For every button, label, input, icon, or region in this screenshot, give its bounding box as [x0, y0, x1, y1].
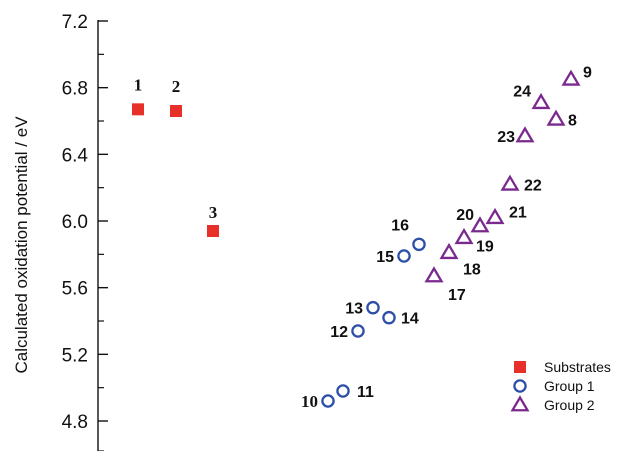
- legend-entry-1: Substrates: [544, 359, 611, 375]
- data-point-12: [351, 324, 365, 338]
- legend-entry-2: Group 1: [544, 378, 595, 394]
- point-label-20: 20: [456, 207, 474, 224]
- legend-marker-3: [510, 395, 530, 412]
- y-axis-ticks: 4.8 5.2 5.6 6.0 6.4 6.8 7.2: [62, 12, 108, 451]
- legend-marker-2: [513, 379, 527, 393]
- point-label-24: 24: [513, 84, 531, 101]
- legend-entry-3: Group 2: [544, 397, 595, 413]
- data-point-19: [454, 227, 474, 245]
- data-point-9: [561, 69, 581, 86]
- point-label-1: 1: [134, 75, 143, 94]
- data-point-21: [485, 207, 505, 225]
- data-point-17: [424, 266, 444, 283]
- legend-marker-1: [514, 361, 526, 373]
- point-label-15: 15: [376, 249, 394, 266]
- point-label-14: 14: [401, 311, 419, 328]
- data-point-15: [397, 249, 411, 263]
- legend: Substrates Group 1 Group 2: [510, 359, 611, 413]
- point-label-13: 13: [345, 301, 363, 318]
- data-point-2: [170, 105, 182, 117]
- point-label-2: 2: [172, 77, 181, 96]
- data-point-20: [470, 216, 490, 233]
- point-label-11: 11: [357, 384, 374, 401]
- point-label-3: 3: [209, 203, 218, 222]
- point-label-9: 9: [583, 64, 592, 81]
- data-point-14: [382, 310, 396, 325]
- data-point-23: [515, 126, 535, 143]
- point-label-22: 22: [524, 177, 542, 194]
- point-label-21: 21: [509, 205, 527, 222]
- point-label-12: 12: [330, 324, 348, 341]
- data-point-3: [207, 225, 219, 237]
- point-label-19: 19: [476, 239, 494, 256]
- data-points: [132, 69, 581, 408]
- point-label-10: 10: [301, 392, 318, 411]
- data-point-22: [500, 174, 520, 191]
- data-point-13: [366, 300, 380, 315]
- y-axis-title: Calculated oxidation potential / eV: [12, 116, 31, 374]
- y-tick-label: 6.8: [62, 79, 88, 100]
- point-label-16: 16: [391, 217, 409, 234]
- point-label-17: 17: [448, 287, 466, 304]
- point-label-8: 8: [568, 112, 577, 129]
- data-point-8: [546, 109, 566, 126]
- data-point-18: [439, 242, 459, 260]
- data-point-11: [336, 384, 350, 398]
- y-tick-label: 6.4: [62, 145, 89, 166]
- point-label-23: 23: [497, 129, 515, 146]
- y-tick-label: 5.6: [62, 279, 88, 300]
- y-tick-label: 6.0: [62, 212, 88, 233]
- data-point-1: [132, 103, 144, 116]
- data-point-10: [321, 394, 335, 408]
- point-label-18: 18: [463, 262, 481, 279]
- data-point-24: [531, 92, 551, 110]
- y-tick-label: 7.2: [62, 12, 88, 33]
- y-tick-label: 4.8: [62, 412, 88, 433]
- y-tick-label: 5.2: [62, 345, 88, 366]
- data-point-16: [412, 237, 426, 252]
